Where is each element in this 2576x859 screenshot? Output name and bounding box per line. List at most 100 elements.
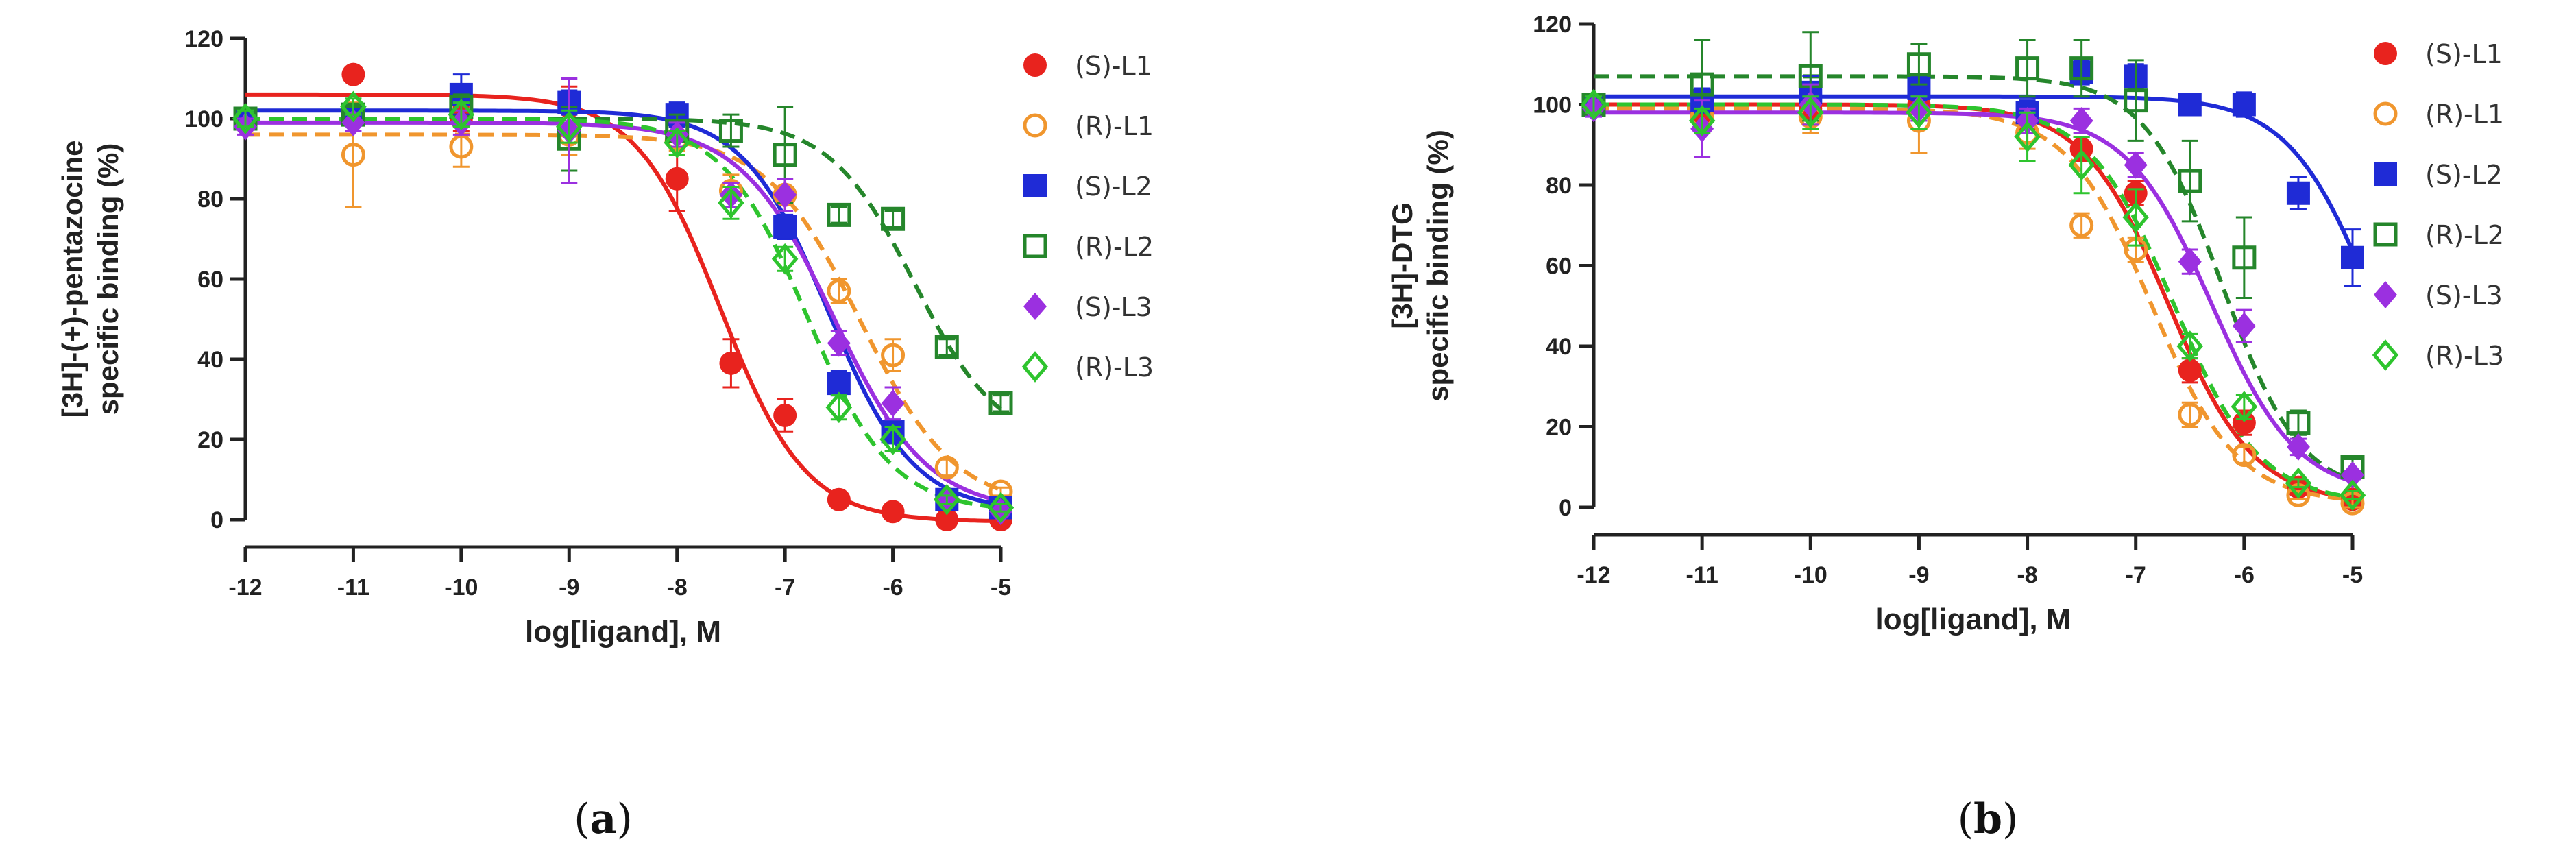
data-point <box>232 103 259 134</box>
legend-marker <box>1023 174 1047 197</box>
data-point <box>987 492 1014 524</box>
y-tick-label: 60 <box>197 267 223 293</box>
fit-curve <box>245 92 1001 524</box>
data-point <box>2124 88 2148 113</box>
data-point <box>934 335 959 359</box>
data-point <box>879 424 906 455</box>
x-tick-label: -8 <box>2017 562 2037 588</box>
y-tick-label: 0 <box>1559 495 1572 521</box>
legend-label: (S)-L1 <box>1075 51 1152 81</box>
data-point <box>665 167 689 191</box>
data-point <box>2015 56 2040 81</box>
data-point <box>1906 52 1931 77</box>
y-tick-label: 100 <box>1533 93 1572 119</box>
panel-label: (a) <box>574 795 633 843</box>
data-point <box>2069 107 2093 134</box>
legend-marker <box>2374 162 2397 186</box>
legend-label: (R)-L2 <box>2425 220 2504 250</box>
x-tick-label: -12 <box>1577 562 1610 588</box>
x-tick-label: -7 <box>2126 562 2146 588</box>
data-point <box>2232 411 2256 435</box>
data-point <box>2341 245 2364 269</box>
legend-label: (S)-L3 <box>2425 280 2503 311</box>
fit-curve <box>1594 110 2353 484</box>
data-point <box>664 127 690 158</box>
data-point <box>2014 121 2041 153</box>
data-point <box>341 62 365 86</box>
data-point <box>2124 151 2148 179</box>
data-point <box>935 508 959 531</box>
data-point <box>773 215 797 239</box>
panel-b: 0 20 40 60 80 100 120 -12 -11 -10 -9 -8 -7 -6 -5 log[li… <box>1386 12 2504 843</box>
legend-marker <box>1021 351 1049 383</box>
data-point <box>827 279 851 304</box>
data-point <box>718 186 744 219</box>
data-point <box>2232 93 2256 117</box>
data-point <box>341 108 365 136</box>
data-point <box>2178 93 2202 117</box>
data-point <box>2341 461 2364 489</box>
data-point <box>2231 391 2258 423</box>
legend-marker <box>2373 222 2398 247</box>
x-tick-label: -11 <box>1686 562 1718 588</box>
data-point <box>719 351 743 375</box>
data-point <box>449 134 474 159</box>
x-tick-label: -5 <box>991 574 1011 601</box>
legend-label: (S)-L2 <box>2425 160 2503 190</box>
y-tick-label: 80 <box>197 186 223 213</box>
y-axis-label-line2: specific binding (%) <box>1422 130 1454 402</box>
data-point <box>718 119 743 143</box>
data-point <box>2232 245 2257 270</box>
legend-label: (R)-L3 <box>2425 341 2504 371</box>
data-point <box>827 329 851 357</box>
data-point <box>2286 433 2310 461</box>
y-tick-label: 40 <box>1546 334 1572 360</box>
data-point <box>2068 149 2095 181</box>
fit-curve <box>245 108 1001 507</box>
legend-marker <box>2374 281 2397 308</box>
data-point <box>2339 479 2366 511</box>
x-tick-label: -10 <box>444 574 478 601</box>
data-point <box>2232 443 2257 468</box>
y-tick-label: 20 <box>197 427 223 453</box>
legend-marker <box>1023 53 1047 77</box>
legend-marker <box>2373 101 2398 126</box>
x-tick-label: -6 <box>882 574 903 601</box>
y-tick-label: 120 <box>184 26 223 52</box>
data-point <box>773 403 797 427</box>
data-point <box>1797 97 1824 129</box>
data-point <box>827 487 851 511</box>
fit-curve <box>1594 74 2354 483</box>
legend-label: (R)-L2 <box>1075 232 1154 262</box>
data-point <box>2069 56 2094 81</box>
data-point <box>2178 247 2202 276</box>
data-point <box>556 110 583 143</box>
x-tick-label: -10 <box>1794 562 1827 588</box>
legend-label: (R)-L1 <box>2425 99 2504 130</box>
y-tick-label: 60 <box>1546 254 1572 280</box>
data-point <box>2176 330 2204 362</box>
legend-label: (R)-L3 <box>1075 352 1154 383</box>
data-point <box>827 372 851 396</box>
data-point <box>2178 169 2202 193</box>
x-tick-label: -12 <box>228 574 262 601</box>
data-point <box>340 90 367 123</box>
fit-curve <box>1594 102 2353 500</box>
legend-label: (R)-L1 <box>1075 111 1154 141</box>
y-tick-label: 40 <box>197 347 223 373</box>
y-tick-label: 20 <box>1546 415 1572 441</box>
data-point <box>2178 402 2202 427</box>
x-tick-label: -9 <box>1908 562 1929 588</box>
data-point <box>1690 72 1714 97</box>
data-point <box>881 206 906 231</box>
data-point <box>2122 202 2149 233</box>
data-point <box>881 500 905 524</box>
panel-label: (b) <box>1958 795 2019 843</box>
data-point <box>448 99 475 131</box>
fit-curve <box>245 132 1002 492</box>
fit-curve <box>245 117 1001 510</box>
legend-marker <box>1023 113 1047 138</box>
legend-label: (S)-L2 <box>1075 171 1152 202</box>
data-point <box>2069 213 2094 238</box>
x-tick-label: -5 <box>2342 562 2363 588</box>
